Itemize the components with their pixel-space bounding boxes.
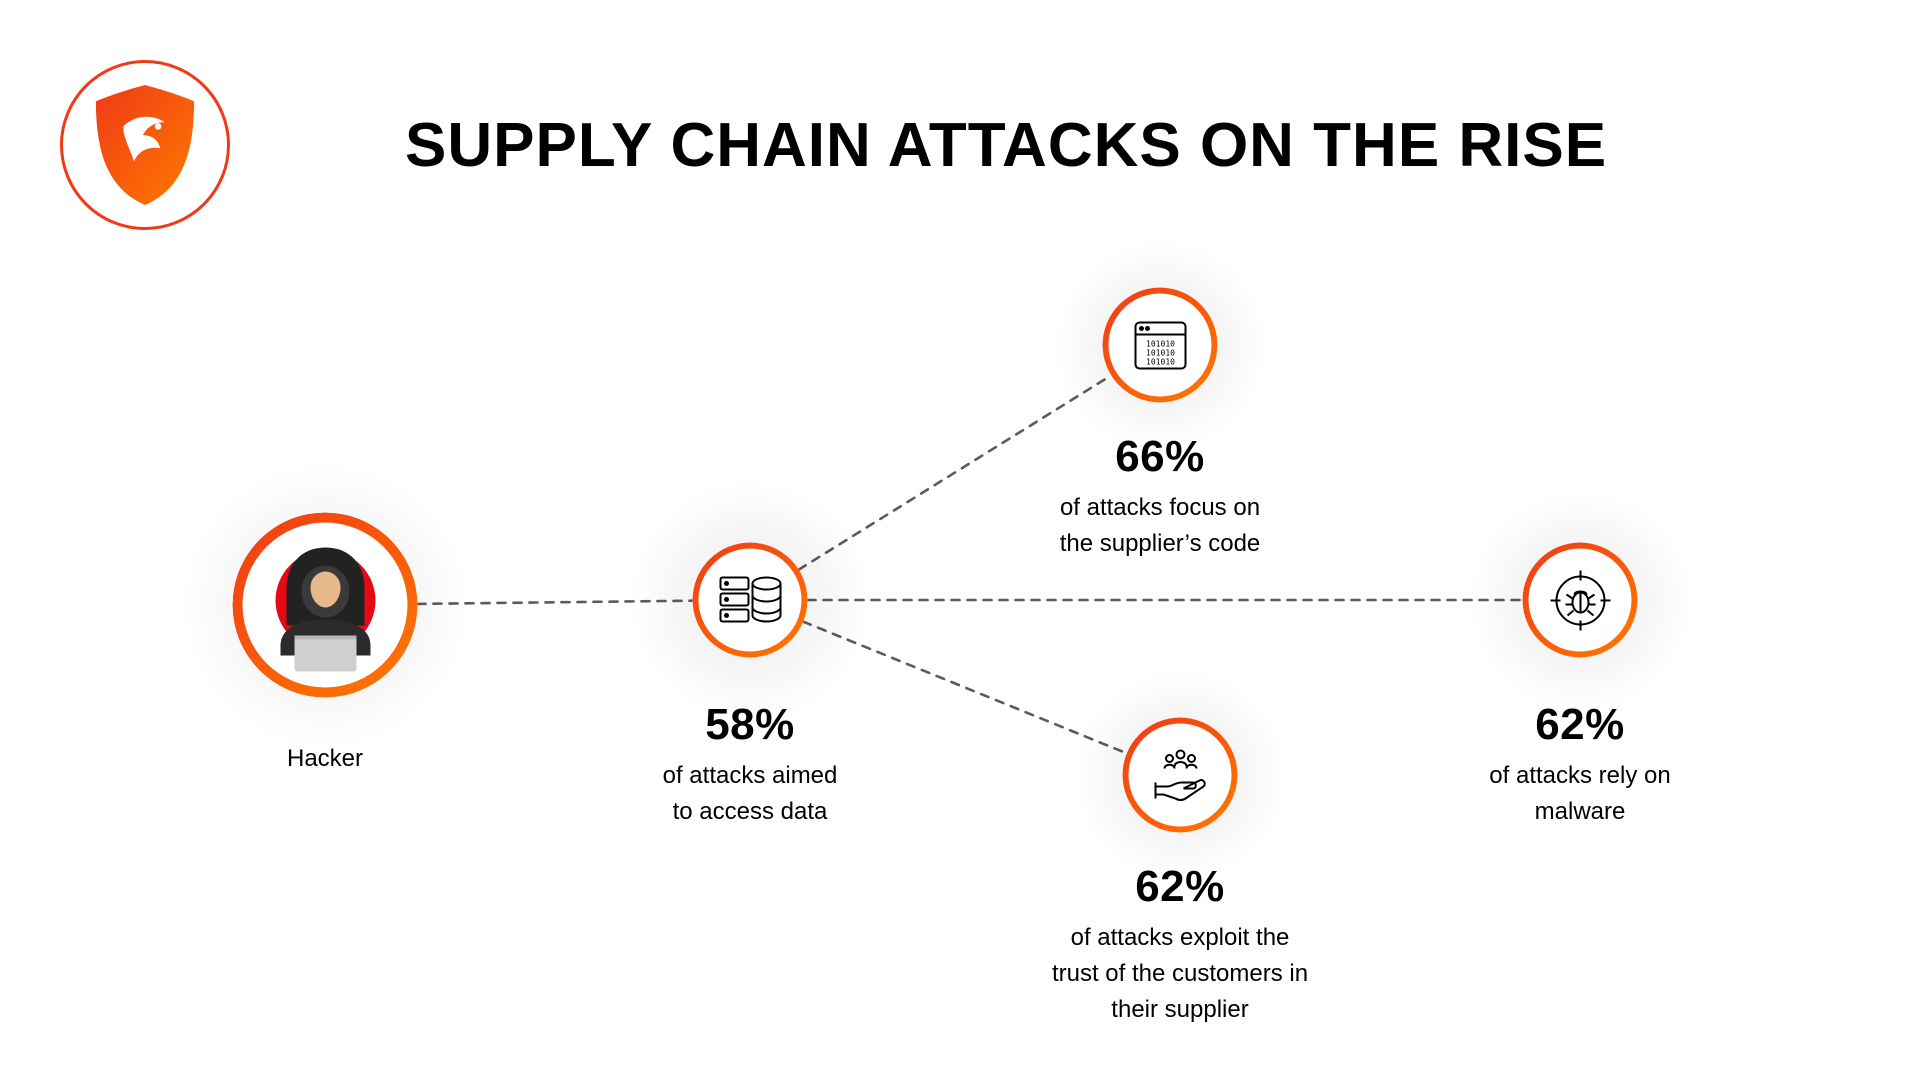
malware-desc: of attacks rely onmalware [1420,758,1740,830]
data-caption: 58% of attacks aimedto access data [590,700,910,830]
hacker-icon [260,535,390,675]
node-data [693,543,808,658]
svg-text:101010: 101010 [1146,348,1175,357]
malware-caption: 62% of attacks rely onmalware [1420,700,1740,830]
bug-target-icon [1548,568,1612,632]
node-malware [1523,543,1638,658]
node-hacker [233,513,418,698]
trust-desc: of attacks exploit thetrust of the custo… [990,920,1370,1028]
code-caption: 66% of attacks focus onthe supplier’s co… [990,432,1330,562]
svg-text:101010: 101010 [1146,357,1175,366]
svg-text:101010: 101010 [1146,339,1175,348]
code-desc: of attacks focus onthe supplier’s code [990,490,1330,562]
hacker-label: Hacker [287,745,363,773]
node-code: 101010 101010 101010 [1103,288,1218,403]
hand-people-icon [1149,746,1211,804]
database-servers-icon [718,571,782,629]
infographic-stage: SUPPLY CHAIN ATTACKS ON THE RISE [0,0,1920,1080]
data-desc: of attacks aimedto access data [590,758,910,830]
eagle-shield-icon [90,85,200,205]
trust-caption: 62% of attacks exploit thetrust of the c… [990,862,1370,1028]
brand-logo [60,60,230,230]
node-trust [1123,718,1238,833]
page-title: SUPPLY CHAIN ATTACKS ON THE RISE [405,110,1607,181]
binary-code-icon: 101010 101010 101010 [1131,318,1189,372]
